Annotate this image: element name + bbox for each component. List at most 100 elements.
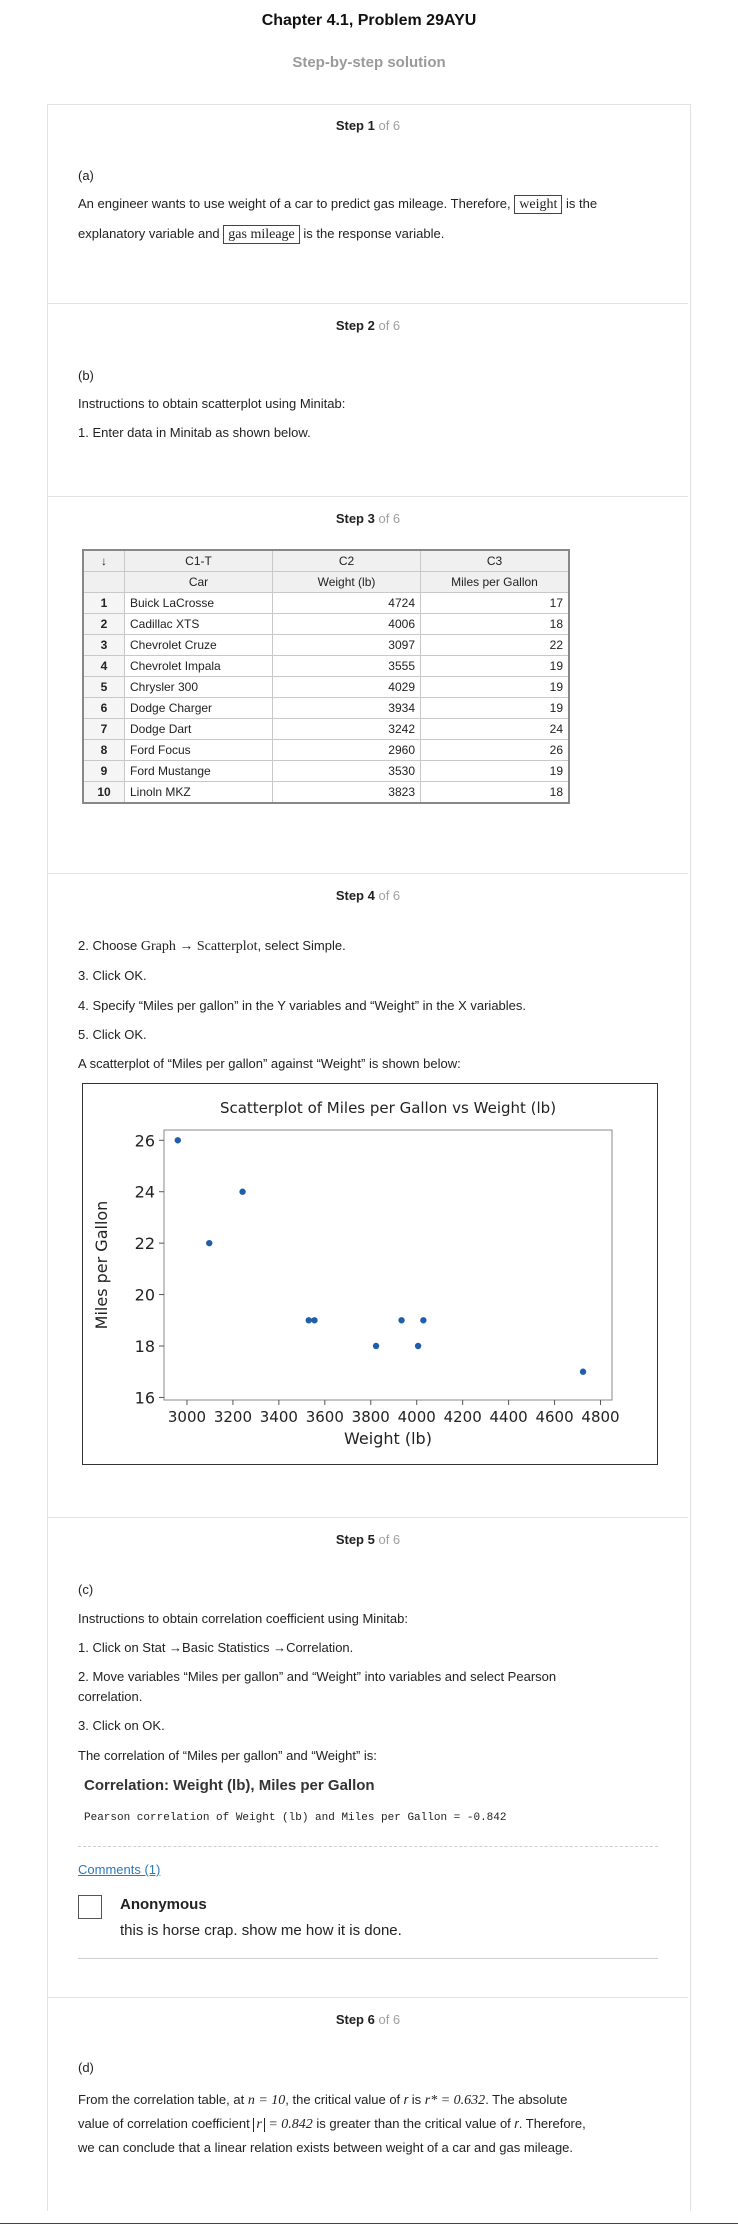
step-5-line-1: Instructions to obtain correlation coeff… [78,1611,408,1626]
table-row: 3 Chevrolet Cruze 3097 22 [82,634,570,656]
step-1-line-2: explanatory variable and gas mileage is … [78,225,445,244]
scatter-point [372,1342,380,1350]
comment-checkbox[interactable] [78,1895,102,1919]
table-row: 5 Chrysler 300 4029 19 [82,676,570,698]
x-tick-label: 3200 [214,1408,252,1426]
step-5-line-3b: correlation. [78,1689,143,1704]
x-axis-label: Weight (lb) [344,1429,432,1448]
scatter-point [206,1239,213,1247]
step-4-heading: Step 4 of 6 [335,888,401,903]
table-row: 2 Cadillac XTS 4006 18 [82,613,570,635]
step-5-part: (c) [78,1582,94,1597]
scatterplot-figure: Scatterplot of Miles per Gallon vs Weigh… [82,1083,658,1465]
correlation-output: Pearson correlation of Weight (lb) and M… [84,1812,507,1824]
step-5-line-5: The correlation of “Miles per gallon” an… [78,1748,377,1763]
y-tick-label: 24 [135,1183,155,1202]
solution-frame [47,104,691,2211]
table-row: 10 Linoln MKZ 3823 18 [82,781,570,804]
y-axis-label: Miles per Gallon [92,1201,111,1330]
worksheet-column-names: Car Weight (lb) Miles per Gallon [82,571,570,593]
column-name: Car [124,571,273,593]
step-6: Step 6 of 6 (d) From the correlation tab… [48,1997,688,2211]
correlation-title: Correlation: Weight (lb), Miles per Gall… [84,1777,375,1794]
step-2-line-1: Instructions to obtain scatterplot using… [78,396,346,411]
x-tick-label: 4000 [398,1408,436,1426]
page-bottom-border [0,2223,738,2224]
step-4-line-4: 5. Click OK. [78,1027,147,1042]
table-row: 6 Dodge Charger 3934 19 [82,697,570,719]
x-tick-label: 3600 [306,1408,344,1426]
comments-link[interactable]: Comments (1) [78,1862,161,1877]
y-tick-label: 20 [135,1286,155,1305]
table-row: 4 Chevrolet Impala 3555 19 [82,655,570,677]
column-id: C3 [420,549,570,572]
step-6-part: (d) [78,2060,94,2075]
step-6-line-2: value of correlation coefficient r = 0.8… [78,2116,586,2132]
x-tick-label: 4600 [535,1408,573,1426]
y-tick-label: 18 [135,1337,155,1356]
worksheet-column-ids: ↓ C1-T C2 C3 [82,549,570,572]
step-6-line-1: From the correlation table, at n = 10, t… [78,2092,568,2108]
step-2-part: (b) [78,368,94,383]
step-4-line-2: 3. Click OK. [78,968,147,983]
step-6-heading: Step 6 of 6 [335,2012,401,2027]
scatter-point [579,1368,587,1375]
column-id: C1-T [124,549,273,572]
x-tick-label: 4400 [490,1408,528,1426]
step-4-line-1: 2. Choose Graph → Scatterplot, select Si… [78,938,346,954]
step-3: Step 3 of 6 ↓ C1-T C2 C3 Car Weight (lb)… [48,496,688,874]
step-5-heading: Step 5 of 6 [335,1532,401,1547]
step-1: Step 1 of 6 (a) An engineer wants to use… [48,104,688,303]
step-2-heading: Step 2 of 6 [335,318,401,333]
minitab-worksheet: ↓ C1-T C2 C3 Car Weight (lb) Miles per G… [82,549,570,804]
x-axis-ticks: 3000 3200 3400 3600 3800 4000 4200 4400 4600 4800 [168,1400,620,1426]
step-5: Step 5 of 6 (c) Instructions to obtain c… [48,1517,688,1998]
scatter-point [311,1317,318,1324]
step-2: Step 2 of 6 (b) Instructions to obtain s… [48,303,688,497]
scatter-point [305,1317,312,1324]
step-1-line-1: An engineer wants to use weight of a car… [78,195,598,214]
table-row: 8 Ford Focus 2960 26 [82,739,570,761]
worksheet-corner: ↓ [82,549,125,572]
step-3-heading: Step 3 of 6 [335,511,401,526]
weight-answer-box: weight [514,195,563,214]
page-subtitle: Step-by-step solution [292,54,446,71]
scatter-point [174,1137,181,1144]
plot-area [163,1129,613,1401]
divider [78,1958,658,1959]
step-1-part: (a) [78,168,94,183]
page-title: Chapter 4.1, Problem 29AYU [261,12,477,29]
comment-author: Anonymous [120,1896,207,1913]
step-1-heading: Step 1 of 6 [335,118,401,133]
data-points [174,1137,587,1375]
table-row: 7 Dodge Dart 3242 24 [82,718,570,740]
step-4-line-5: A scatterplot of “Miles per gallon” agai… [78,1056,461,1071]
step-5-line-2: 1. Click on Stat →Basic Statistics →Corr… [78,1640,354,1655]
y-tick-label: 26 [135,1131,155,1150]
column-name: Miles per Gallon [420,571,570,593]
step-4: Step 4 of 6 2. Choose Graph → Scatterplo… [48,873,688,1518]
step-5-line-4: 3. Click on OK. [78,1718,165,1733]
x-tick-label: 3800 [352,1408,390,1426]
comment-text: this is horse crap. show me how it is do… [120,1922,402,1939]
x-tick-label: 4800 [581,1408,619,1426]
y-axis-ticks: 16 18 20 22 24 26 [135,1131,164,1407]
step-6-line-3: we can conclude that a linear relation e… [78,2140,574,2155]
table-row: 1 Buick LaCrosse 4724 17 [82,592,570,614]
chart-title: Scatterplot of Miles per Gallon vs Weigh… [220,1099,556,1117]
column-name: Weight (lb) [272,571,421,593]
scatter-point [420,1317,427,1324]
y-tick-label: 22 [135,1234,155,1253]
y-tick-label: 16 [135,1388,155,1407]
scatter-point [414,1342,422,1350]
table-row: 9 Ford Mustange 3530 19 [82,760,570,782]
scatter-point [239,1188,246,1195]
x-tick-label: 3000 [168,1408,206,1426]
step-5-line-3: 2. Move variables “Miles per gallon” and… [78,1669,557,1684]
scatterplot: Scatterplot of Miles per Gallon vs Weigh… [92,1099,620,1448]
scatter-point [398,1317,405,1324]
step-4-line-3: 4. Specify “Miles per gallon” in the Y v… [78,998,527,1013]
divider [78,1846,658,1847]
gas-mileage-answer-box: gas mileage [223,225,300,244]
x-tick-label: 3400 [260,1408,298,1426]
